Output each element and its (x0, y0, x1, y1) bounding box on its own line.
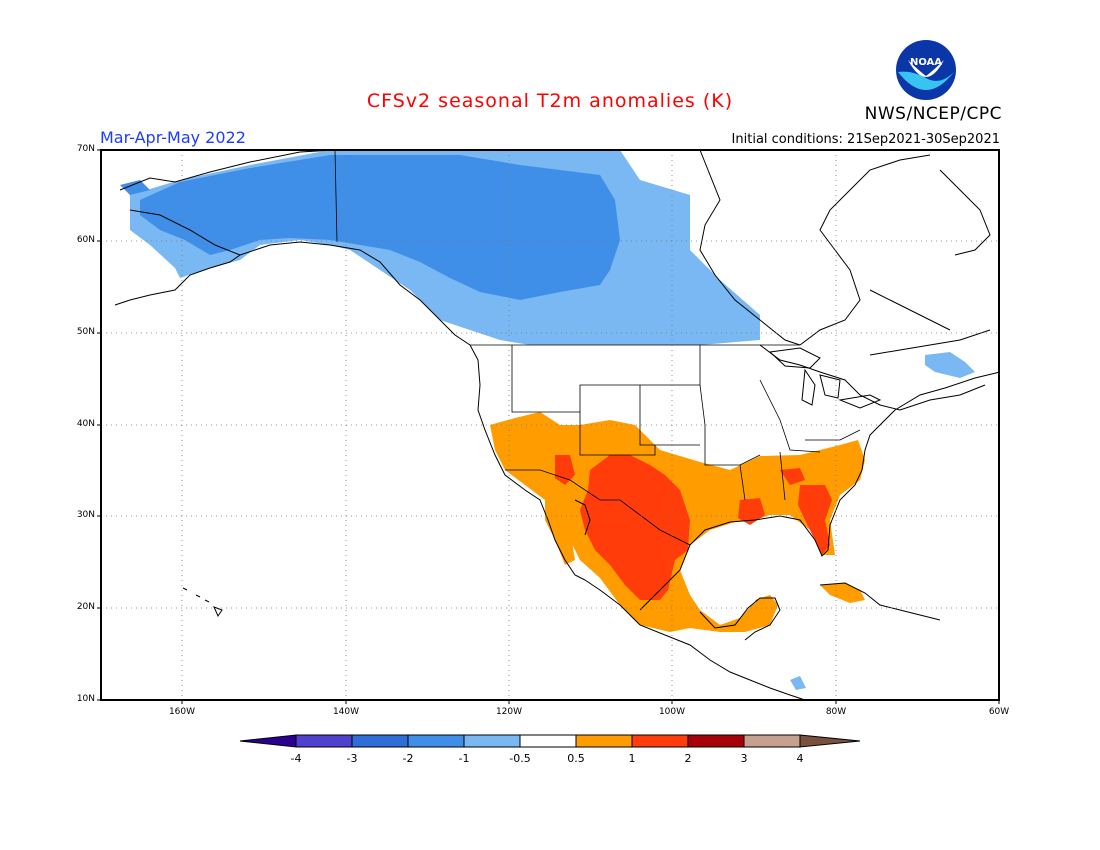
lon-label: 120W (495, 707, 523, 717)
season-label: Mar-Apr-May 2022 (100, 128, 246, 147)
lon-label: 100W (658, 707, 686, 717)
colorbar-segment (575, 734, 633, 748)
noaa-logo: NOAA (896, 40, 956, 100)
colorbar-label: -1 (458, 752, 470, 765)
lon-label: 60W (988, 707, 1010, 717)
great-lakes (768, 347, 882, 409)
lat-label: 20N (76, 602, 95, 612)
colorbar-segment (239, 734, 297, 748)
logo-text: NOAA (910, 57, 942, 68)
map-title: CFSv2 seasonal T2m anomalies (K) (366, 90, 734, 112)
colorbar-label: 0.5 (567, 752, 585, 765)
coastlines (114, 149, 1001, 701)
colorbar-label: -4 (290, 752, 302, 765)
lat-label: 30N (76, 510, 95, 520)
colorbar-label: 3 (740, 752, 748, 765)
colorbar-segment (463, 734, 521, 748)
lat-label: 40N (76, 419, 95, 429)
initial-conditions-label: Initial conditions: 21Sep2021-30Sep2021 (731, 132, 1000, 147)
colorbar-segment (519, 734, 577, 748)
agency-label: NWS/NCEP/CPC (864, 104, 1002, 124)
lat-label: 50N (76, 327, 95, 337)
colorbar-label: -0.5 (509, 752, 531, 765)
colorbar-segment (631, 734, 689, 748)
colorbar-label: 1 (628, 752, 636, 765)
colorbar-label: -3 (346, 752, 358, 765)
lat-label: 10N (76, 694, 95, 704)
colorbar (239, 734, 861, 748)
lon-label: 80W (825, 707, 847, 717)
political-boundaries (334, 149, 861, 546)
warm-anomaly-red (555, 455, 832, 600)
colorbar-segment (799, 734, 861, 748)
colorbar-segment (295, 734, 353, 748)
lon-label: 160W (168, 707, 196, 717)
colorbar-label: -2 (402, 752, 414, 765)
colorbar-label: 4 (796, 752, 804, 765)
colorbar-segment (687, 734, 745, 748)
cold-anomaly-medium (120, 155, 620, 300)
colorbar-segment (743, 734, 801, 748)
lon-label: 140W (332, 707, 360, 717)
lat-label: 60N (76, 235, 95, 245)
graticule (101, 150, 999, 700)
hawaii-islands (182, 587, 223, 618)
lat-label: 70N (76, 144, 95, 154)
colorbar-segment (351, 734, 409, 748)
colorbar-segment (407, 734, 465, 748)
colorbar-label: 2 (684, 752, 692, 765)
